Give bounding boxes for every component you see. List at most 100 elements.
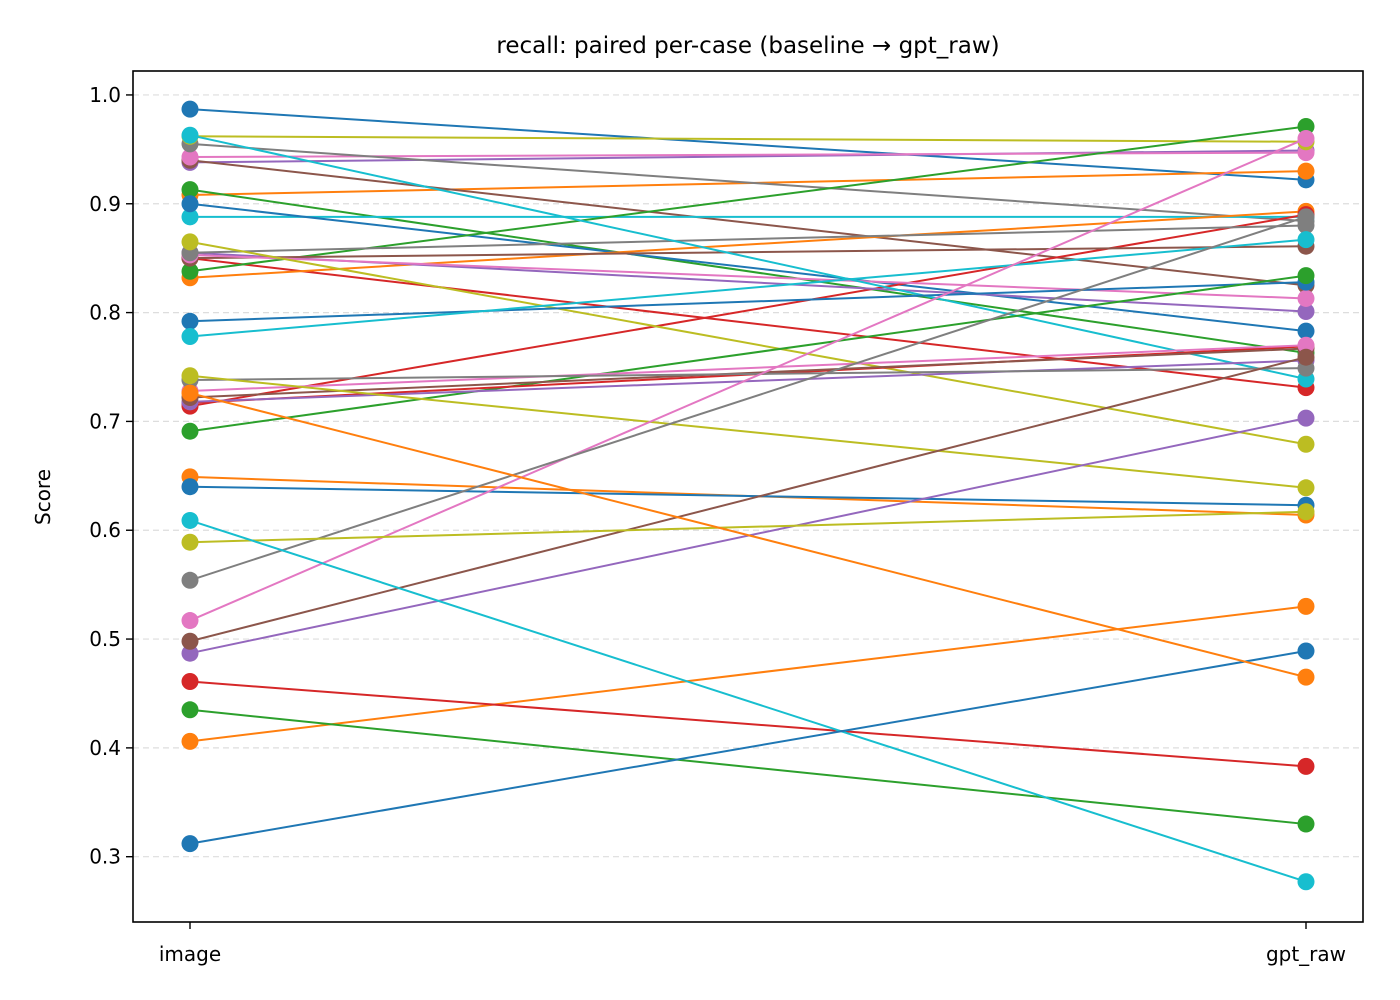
plot-area-frame <box>132 70 1364 923</box>
series-line <box>189 708 1307 826</box>
series-line <box>189 215 1307 582</box>
series-line <box>189 344 1307 392</box>
series-line <box>189 680 1307 768</box>
data-point <box>181 262 199 280</box>
series-38 <box>181 208 1315 589</box>
series-13 <box>181 118 1315 280</box>
x-tick-label: image <box>159 942 221 966</box>
y-tick-label: 0.5 <box>89 627 121 651</box>
y-axis: 0.3 0.4 0.5 0.6 0.7 0.8 0.9 1.0 <box>89 83 133 869</box>
data-point <box>181 732 199 750</box>
data-point <box>1297 757 1315 775</box>
data-point <box>181 422 199 440</box>
gridlines <box>133 94 1363 858</box>
y-axis-label: Score <box>31 469 55 525</box>
data-point <box>1297 289 1315 307</box>
series-line <box>189 367 1307 382</box>
series-29 <box>181 367 1315 497</box>
series-33 <box>181 701 1315 833</box>
data-point <box>1297 503 1315 521</box>
series-line <box>189 650 1307 845</box>
x-tick-label: gpt_raw <box>1266 942 1346 966</box>
series-line <box>189 347 1307 399</box>
data-point <box>181 195 199 213</box>
data-point <box>1297 815 1315 833</box>
series-line <box>189 253 1307 300</box>
series-line <box>189 359 1307 403</box>
series-39 <box>181 503 1315 551</box>
data-point <box>181 181 199 199</box>
series-40 <box>181 511 1315 891</box>
series-25 <box>181 351 1315 411</box>
data-point <box>181 148 199 166</box>
series-line <box>189 159 1307 287</box>
data-point <box>181 533 199 551</box>
series-line <box>189 240 1307 446</box>
data-point <box>1297 208 1315 226</box>
data-point <box>1297 322 1315 340</box>
y-tick-label: 0.7 <box>89 409 121 433</box>
series-line <box>189 274 1307 433</box>
series-line <box>189 392 1307 679</box>
y-tick-label: 0.8 <box>89 301 121 325</box>
data-point <box>181 673 199 690</box>
series-36 <box>181 348 1315 650</box>
data-point <box>181 328 199 346</box>
series-41 <box>181 642 1315 853</box>
data-point <box>181 571 199 589</box>
series-line <box>189 605 1307 743</box>
data-point <box>1297 597 1315 615</box>
data-point <box>181 367 199 385</box>
series-line <box>189 224 1307 254</box>
series-line <box>189 213 1307 408</box>
series-8 <box>181 135 1315 230</box>
data-point <box>181 612 199 630</box>
data-point <box>181 208 199 226</box>
data-point <box>1297 435 1315 453</box>
series-37 <box>181 129 1315 630</box>
data-point <box>1297 303 1315 320</box>
chart-title: recall: paired per-case (baseline → gpt_… <box>496 33 999 59</box>
data-point <box>1297 479 1315 497</box>
data-point <box>181 100 199 118</box>
data-point <box>181 835 199 853</box>
data-point <box>1297 118 1315 135</box>
data-point <box>1297 668 1315 686</box>
series-line <box>189 485 1307 507</box>
data-point <box>181 126 199 144</box>
series-line <box>189 108 1307 181</box>
data-point <box>181 312 199 330</box>
y-tick-label: 0.9 <box>89 192 121 216</box>
data-point <box>1297 336 1315 354</box>
y-tick-label: 0.4 <box>89 736 121 760</box>
series-23 <box>181 267 1315 440</box>
series-line <box>189 202 1307 333</box>
series-line <box>189 134 1307 380</box>
data-point <box>181 644 199 662</box>
series-line <box>189 210 1307 279</box>
series-line <box>189 519 1307 883</box>
series-layer <box>181 100 1315 891</box>
data-point <box>181 478 199 496</box>
series-31 <box>181 478 1315 514</box>
y-tick-label: 1.0 <box>89 83 121 107</box>
series-line <box>189 125 1307 273</box>
series-11 <box>181 195 1315 340</box>
series-12 <box>181 202 1315 287</box>
data-point <box>181 233 199 251</box>
series-line <box>189 374 1307 489</box>
series-line <box>189 356 1307 643</box>
series-line <box>189 238 1307 338</box>
y-tick-label: 0.6 <box>89 518 121 542</box>
series-42 <box>181 384 1315 686</box>
data-point <box>1297 231 1315 249</box>
data-point <box>181 384 199 402</box>
data-point <box>181 701 199 719</box>
data-point <box>181 511 199 529</box>
data-point <box>1297 409 1315 427</box>
series-19 <box>181 233 1315 453</box>
x-axis: image gpt_raw <box>159 922 1346 966</box>
data-point <box>1297 873 1315 891</box>
series-30 <box>181 231 1315 346</box>
